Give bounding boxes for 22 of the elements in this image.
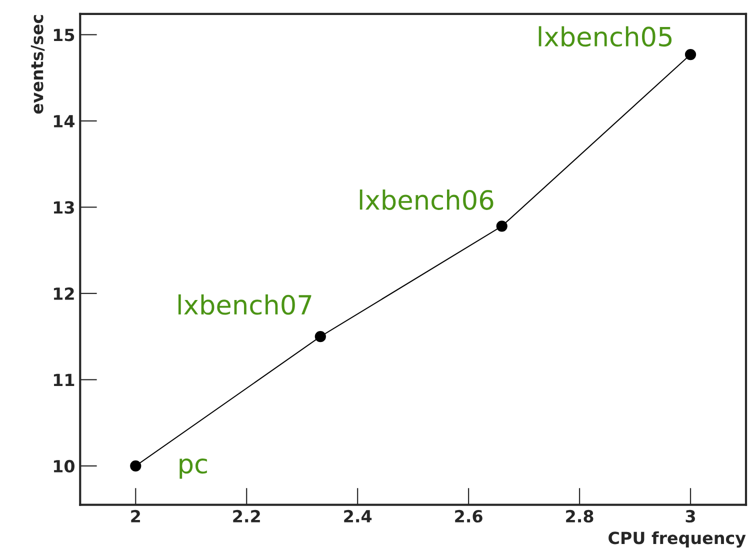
y-tick-label: 11 xyxy=(54,374,74,386)
annotation: lxbench07 xyxy=(178,294,312,315)
point xyxy=(130,460,142,472)
x-tick-label: 2.8 xyxy=(566,510,594,523)
annotation: pc xyxy=(180,458,207,479)
point xyxy=(314,331,326,342)
x-tick-label: 2.2 xyxy=(233,510,260,522)
y-tick-label: 13 xyxy=(54,201,74,214)
x-tick-label: 3 xyxy=(686,510,695,523)
x-axis-title: CPU frequency xyxy=(608,531,746,548)
point xyxy=(496,220,508,232)
y-tick-label: 15 xyxy=(54,28,74,42)
annotation: lxbench05 xyxy=(538,26,672,47)
x-tick-label: 2 xyxy=(131,510,140,522)
y-tick-label: 12 xyxy=(54,287,74,300)
y-tick-label: 10 xyxy=(54,460,74,473)
y-tick-label: 14 xyxy=(54,115,75,128)
point xyxy=(684,48,696,60)
x-tick-label: 2.6 xyxy=(455,510,482,523)
x-tick-label: 2.4 xyxy=(344,510,372,522)
annotation: lxbench06 xyxy=(360,190,494,210)
y-axis-title: events/sec xyxy=(30,15,45,114)
